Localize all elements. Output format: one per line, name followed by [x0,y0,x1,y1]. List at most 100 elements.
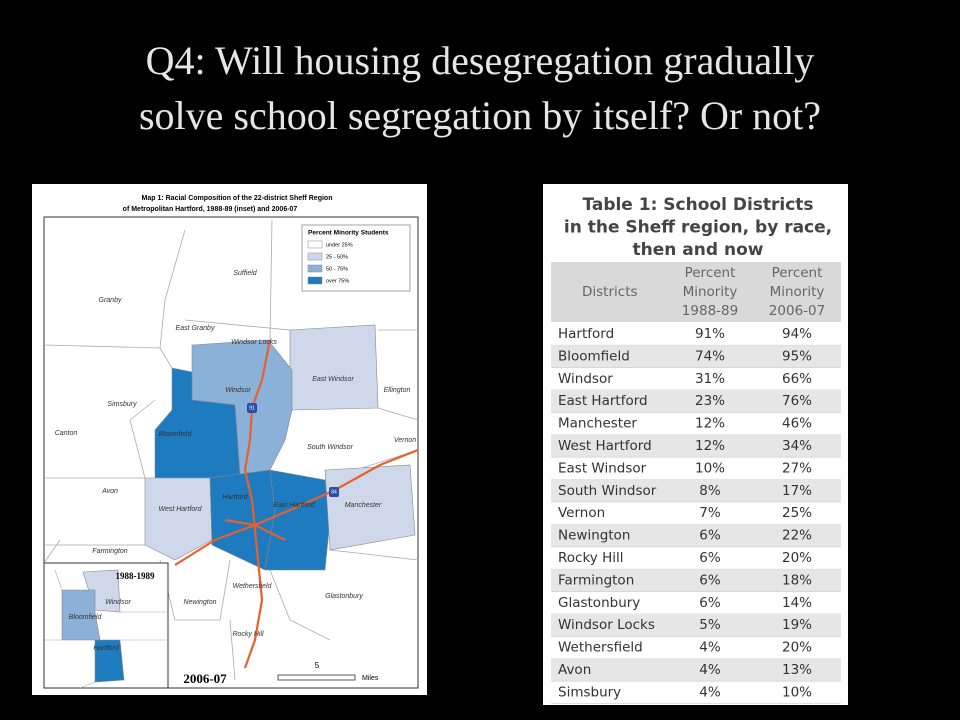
table: Table 1: School Districts in the Sheff re… [543,184,848,705]
inset-region [61,589,101,641]
table-cell: 34% [782,438,812,454]
town-label: Canton [55,430,78,437]
table-cell: 66% [782,371,812,387]
region-25-50 [144,477,213,561]
town-label: Bloomfield [159,431,193,438]
table-cell: 23% [695,393,725,409]
town-label: Manchester [345,502,382,509]
table-cell: 95% [782,348,812,364]
table-cell: 20% [782,640,812,656]
table-cell: 4% [699,662,721,678]
table-cell: 8% [699,483,721,499]
scale-value: 5 [315,661,320,670]
table-cell: 4% [699,640,721,656]
inset-town: Windsor [105,599,131,606]
table-cell: East Windsor [558,460,647,476]
table-cell: Manchester [558,416,637,432]
town-label: South Windsor [307,444,354,451]
row-stripe [551,569,841,592]
row-stripe [551,524,841,547]
town-label: Simsbury [107,401,137,408]
legend-title: Percent Minority Students [308,230,389,237]
table-cell: 12% [695,438,725,454]
row-stripe [551,614,841,637]
table-title: in the Sheff region, by race, [564,218,832,238]
table-cell: 25% [782,505,812,521]
town-label: Granby [99,297,122,304]
table-cell: 6% [699,550,721,566]
column-header: Percent [772,265,823,281]
region-25-50 [324,464,416,551]
town-label: Farmington [92,548,128,555]
town-label: East Hartford [273,502,315,509]
table-cell: 4% [699,684,721,700]
table-cell: 10% [782,684,812,700]
legend-label: 25 - 50% [326,254,348,260]
table-cell: Wethersfield [558,640,643,656]
table-cell: 22% [782,528,812,544]
town-label: Ellington [384,387,411,394]
table-cell: 27% [782,460,812,476]
table-cell: Farmington [558,572,634,588]
table-header [551,262,841,322]
inset-town: Bloomfield [69,614,103,621]
legend-swatch [307,240,323,249]
table-cell: Newington [558,528,630,544]
table-cell: 91% [695,326,725,342]
table-cell: 6% [699,595,721,611]
table-cell: 14% [782,595,812,611]
column-header: 1988-89 [682,303,738,319]
table-title: Table 1: School Districts [582,195,813,215]
slide-title: Q4: Will housing desegregation gradually [146,38,815,83]
row-stripe [551,390,841,413]
row-stripe [551,345,841,368]
town-label: Windsor [225,387,251,394]
highway-number: 84 [331,489,337,495]
highway-shield [329,487,339,497]
region-over-75 [264,469,331,571]
legend-swatch [307,276,323,285]
inset-town: Hartford [93,645,119,652]
year-label: 2006-07 [183,671,227,686]
highways [174,339,419,669]
table-title-box [551,190,841,262]
legend-swatch [307,264,323,273]
town-label: Newington [183,599,216,606]
town-label: Avon [101,488,118,495]
table-cell: 46% [782,416,812,432]
town-label: Wethersfield [233,583,273,590]
town-label: East Windsor [312,376,354,383]
legend-swatch [307,252,323,261]
town-label: Suffield [233,270,257,277]
slide-title: solve school segregation by itself? Or n… [139,93,821,138]
table-cell: East Hartford [558,393,648,409]
column-header: Minority [683,284,738,300]
inset-label: 1988-1989 [116,571,155,581]
inset-borders [44,569,168,689]
map-title: of Metropolitan Hartford, 1988-89 (inset… [123,206,298,213]
table-cell: Rocky Hill [558,550,623,566]
table-cell: Glastonbury [558,595,640,611]
table-cell: Windsor Locks [558,617,655,633]
region-25-50 [289,324,379,411]
inset-region [94,639,125,683]
town-label: Rocky Hill [232,631,264,638]
table-cell: 12% [695,416,725,432]
table-cell: 13% [782,662,812,678]
table-cell: Avon [558,662,591,678]
table-cell: Windsor [558,371,613,387]
map-title: Map 1: Racial Composition of the 22-dist… [142,195,333,202]
legend-label: 50 - 75% [326,266,348,272]
scale-bar [277,674,356,681]
table-title: then and now [633,240,764,260]
column-header: 2006-07 [769,303,825,319]
row-stripe [551,658,841,682]
town-label: West Hartford [158,506,202,513]
map: Map 1: Racial Composition of the 22-dist… [32,184,427,695]
table-cell: 6% [699,572,721,588]
town-label: Glastonbury [325,593,363,600]
table-cell: South Windsor [558,483,657,499]
town-label: Hartford [222,494,248,501]
table-cell: 31% [695,371,725,387]
